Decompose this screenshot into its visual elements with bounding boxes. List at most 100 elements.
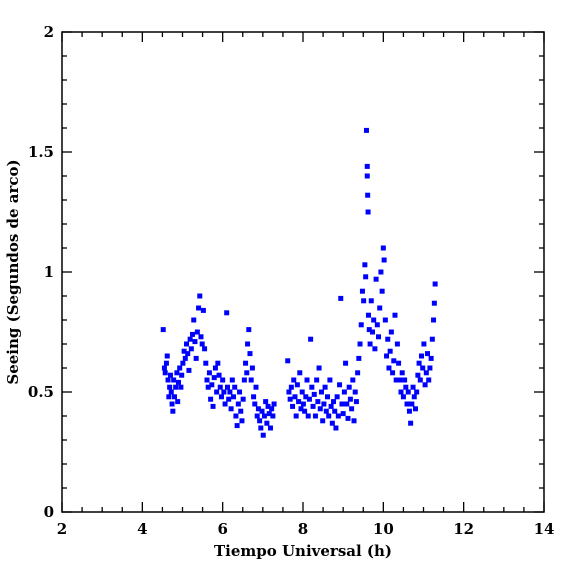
x-tick-label: 10	[373, 520, 394, 538]
point	[333, 425, 339, 431]
point	[228, 406, 234, 412]
point	[237, 389, 243, 395]
point	[326, 413, 332, 419]
point	[355, 370, 361, 376]
point	[409, 401, 415, 407]
point	[221, 389, 227, 395]
point	[296, 399, 302, 405]
point	[416, 360, 422, 366]
point	[267, 425, 273, 431]
x-tick-label: 6	[217, 520, 227, 538]
point	[408, 420, 414, 426]
point	[292, 394, 298, 400]
point	[198, 334, 204, 340]
point	[168, 389, 174, 395]
point	[368, 298, 374, 304]
point	[351, 418, 357, 424]
point	[205, 384, 211, 390]
point	[253, 384, 259, 390]
point	[411, 394, 417, 400]
point	[400, 394, 406, 400]
point	[321, 401, 327, 407]
point	[335, 413, 341, 419]
point	[257, 418, 263, 424]
point	[327, 377, 333, 383]
point	[244, 370, 250, 376]
point	[194, 329, 200, 335]
point	[397, 377, 403, 383]
x-tick-label: 4	[137, 520, 147, 538]
point	[229, 377, 235, 383]
point	[328, 403, 334, 409]
point	[269, 406, 275, 412]
point	[188, 346, 194, 352]
point	[426, 377, 432, 383]
point	[311, 391, 317, 397]
point	[164, 353, 170, 359]
point	[357, 341, 363, 347]
point	[206, 370, 212, 376]
point	[423, 370, 429, 376]
point	[173, 384, 179, 390]
point	[214, 389, 220, 395]
point	[380, 245, 386, 251]
point	[369, 329, 375, 335]
point	[399, 370, 405, 376]
point	[359, 288, 365, 294]
point	[393, 377, 399, 383]
point	[361, 298, 367, 304]
y-tick-label: 1.5	[28, 143, 54, 161]
point	[305, 413, 311, 419]
point	[320, 418, 326, 424]
point	[288, 384, 294, 390]
point	[163, 360, 169, 366]
point	[317, 406, 323, 412]
point	[167, 384, 173, 390]
point	[265, 403, 271, 409]
point	[177, 365, 183, 371]
point	[343, 360, 349, 366]
point	[377, 305, 383, 311]
point	[398, 389, 404, 395]
point	[405, 389, 411, 395]
point	[180, 360, 186, 366]
point	[247, 351, 253, 357]
point	[387, 348, 393, 354]
point	[378, 269, 384, 275]
point	[364, 173, 370, 179]
point	[187, 336, 193, 342]
point	[234, 423, 240, 429]
point	[418, 353, 424, 359]
point	[325, 394, 331, 400]
point	[291, 377, 297, 383]
point	[231, 394, 237, 400]
point	[415, 372, 421, 378]
point	[208, 396, 214, 402]
point	[299, 389, 305, 395]
point	[166, 394, 172, 400]
point	[402, 377, 408, 383]
point	[241, 377, 247, 383]
point	[178, 384, 184, 390]
point	[422, 382, 428, 388]
point	[356, 355, 362, 361]
point	[376, 334, 382, 340]
y-tick-label: 0.5	[28, 383, 54, 401]
point	[297, 370, 303, 376]
point	[215, 360, 221, 366]
point	[302, 408, 308, 414]
point	[209, 382, 215, 388]
point	[239, 418, 245, 424]
point	[174, 370, 180, 376]
point	[352, 389, 358, 395]
point	[388, 329, 394, 335]
point	[185, 351, 191, 357]
point	[294, 382, 300, 388]
y-tick-label: 0	[44, 503, 54, 521]
point	[339, 401, 345, 407]
point	[340, 411, 346, 417]
point	[259, 408, 265, 414]
point	[186, 367, 192, 373]
point	[404, 401, 410, 407]
